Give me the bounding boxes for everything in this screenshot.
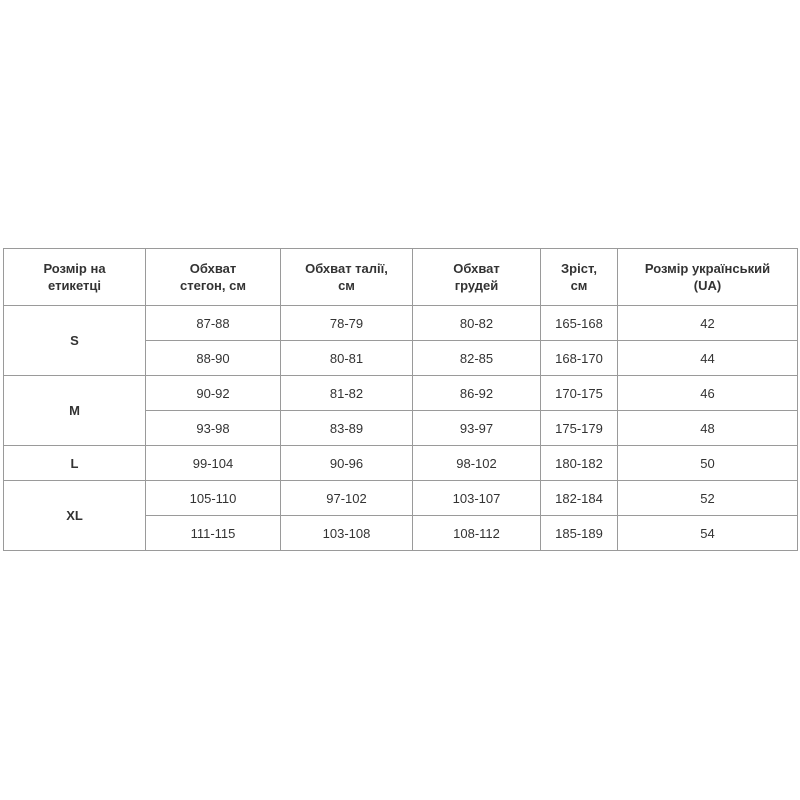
table-cell: 87-88 <box>145 305 281 341</box>
table-cell: 90-92 <box>145 375 281 411</box>
table-cell: 99-104 <box>145 445 281 481</box>
table-cell: 82-85 <box>412 340 541 376</box>
header-line: Обхват талії, <box>305 261 388 276</box>
size-label: L <box>3 445 146 481</box>
table-cell: 90-96 <box>280 445 413 481</box>
size-table: Розмір на етикетці Обхват стегон, см Обхват … <box>3 248 798 551</box>
header-cell: Розмір на етикетці <box>3 248 146 306</box>
table-cell: 52 <box>617 480 798 516</box>
header-line: Зріст, <box>561 261 597 276</box>
table-cell: 83-89 <box>280 410 413 446</box>
header-cell: Зріст, см <box>540 248 618 306</box>
header-line: Обхват <box>189 261 237 276</box>
header-row: Розмір на етикетці Обхват стегон, см Обхват … <box>3 248 798 306</box>
table-cell: 80-82 <box>412 305 541 341</box>
table-row: L 99-104 90-96 98-102 180-182 50 <box>3 445 798 481</box>
table-cell: 175-179 <box>540 410 618 446</box>
header-line: стегон, см <box>180 278 246 293</box>
table-cell: 48 <box>617 410 798 446</box>
table-cell: 88-90 <box>145 340 281 376</box>
header-line: (UA) <box>693 278 722 293</box>
table-cell: 81-82 <box>280 375 413 411</box>
size-label: S <box>3 305 146 376</box>
header-line: Обхват <box>453 261 500 276</box>
table-cell: 54 <box>617 515 798 551</box>
table-row: M 90-92 81-82 86-92 170-175 46 <box>3 375 798 446</box>
table-cell: 44 <box>617 340 798 376</box>
header-cell: Обхват стегон, см <box>145 248 281 306</box>
size-label: M <box>3 375 146 446</box>
table-row: S 87-88 78-79 80-82 165-168 42 <box>3 305 798 376</box>
table-cell: 108-112 <box>412 515 541 551</box>
table-cell: 105-110 <box>145 480 281 516</box>
header-line: Розмір український <box>644 261 771 276</box>
table-cell: 80-81 <box>280 340 413 376</box>
header-line: Розмір на <box>43 261 106 276</box>
table-row: 111-115 103-108 108-112 185-189 54 <box>4 515 798 551</box>
table-cell: 103-108 <box>280 515 413 551</box>
table-row: XL 105-110 97-102 103-107 182-184 52 <box>3 480 798 551</box>
header-line: см <box>338 278 355 293</box>
table-row: 93-98 83-89 93-97 175-179 48 <box>4 410 798 446</box>
table-cell: 170-175 <box>540 375 618 411</box>
table-cell: 78-79 <box>280 305 413 341</box>
size-table-wrap: Розмір на етикетці Обхват стегон, см Обхват … <box>3 248 798 551</box>
table-cell: 97-102 <box>280 480 413 516</box>
header-line: см <box>570 278 588 293</box>
header-line: грудей <box>454 278 499 293</box>
header-cell: Обхват грудей <box>412 248 541 306</box>
header-line: етикетці <box>48 278 101 293</box>
table-cell: 182-184 <box>540 480 618 516</box>
size-label: XL <box>3 480 146 551</box>
table-cell: 180-182 <box>540 445 618 481</box>
table-cell: 98-102 <box>412 445 541 481</box>
table-cell: 111-115 <box>145 515 281 551</box>
header-cell: Обхват талії, см <box>280 248 413 306</box>
table-cell: 93-98 <box>145 410 281 446</box>
table-cell: 93-97 <box>412 410 541 446</box>
table-row: 88-90 80-81 82-85 168-170 44 <box>4 340 798 376</box>
table-cell: 185-189 <box>540 515 618 551</box>
table-cell: 50 <box>617 445 798 481</box>
table-cell: 86-92 <box>412 375 541 411</box>
header-cell: Розмір український (UA) <box>617 248 798 306</box>
table-cell: 42 <box>617 305 798 341</box>
table-cell: 46 <box>617 375 798 411</box>
table-cell: 103-107 <box>412 480 541 516</box>
table-body: S 87-88 78-79 80-82 165-168 42 88-90 80-81 82-85… <box>3 305 798 551</box>
table-cell: 168-170 <box>540 340 618 376</box>
table-cell: 165-168 <box>540 305 618 341</box>
